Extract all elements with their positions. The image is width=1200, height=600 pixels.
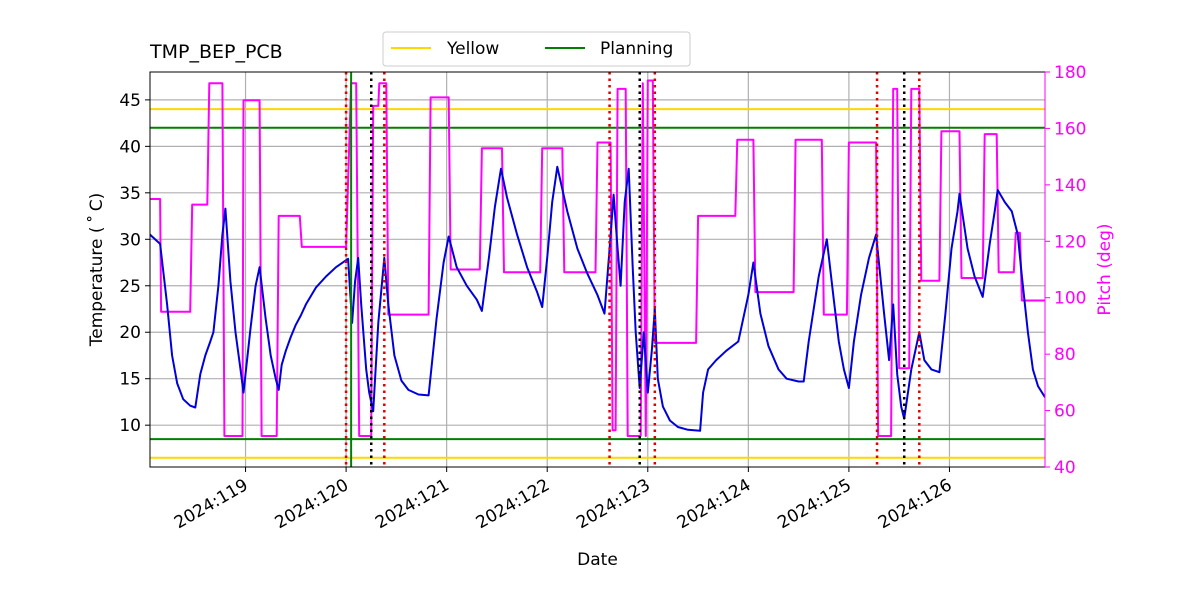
y2-tick-label: 160 <box>1054 119 1086 139</box>
y-tick-label: 30 <box>119 230 141 250</box>
y2-tick-label: 80 <box>1054 345 1076 365</box>
legend-box <box>382 31 691 67</box>
y2-tick-label: 60 <box>1054 402 1076 422</box>
legend-label-yellow: Yellow <box>446 39 499 59</box>
x-axis: 2024:119 2024:120 2024:121 2024:122 2024:123… <box>171 467 956 533</box>
series-line-temperature <box>150 165 1045 432</box>
y-tick-label: 10 <box>119 416 141 436</box>
y-tick-label: 20 <box>119 323 141 343</box>
y-tick-label: 40 <box>119 137 141 157</box>
y2-tick-label: 40 <box>1054 458 1076 478</box>
series-line-pitch <box>150 79 1045 437</box>
x-tick-label: 2024:126 <box>875 475 956 533</box>
chart-title: TMP_BEP_PCB <box>149 41 283 63</box>
y2-axis-label: Pitch (deg) <box>1095 223 1115 315</box>
series <box>150 79 1045 437</box>
x-tick-label: 2024:122 <box>473 475 554 533</box>
y2-tick-label: 100 <box>1054 289 1086 309</box>
legend: Yellow Planning <box>382 31 691 67</box>
event-lines <box>344 72 921 467</box>
x-axis-label: Date <box>577 550 618 570</box>
x-tick-label: 2024:125 <box>774 475 855 533</box>
limit-lines <box>150 108 1045 459</box>
y-axis-label: Temperature ( ˚ C) <box>86 193 107 348</box>
x-tick-label: 2024:123 <box>573 475 654 533</box>
y-axis-left: 10 15 20 25 30 35 40 45 <box>119 91 150 436</box>
y-tick-label: 15 <box>119 370 141 390</box>
y2-tick-label: 140 <box>1054 176 1086 196</box>
legend-label-planning: Planning <box>600 39 673 59</box>
x-tick-label: 2024:120 <box>272 475 353 533</box>
x-tick-label: 2024:124 <box>674 475 755 533</box>
y-axis-right: 40 60 80 100 120 140 160 180 <box>1044 63 1086 478</box>
y-tick-label: 25 <box>119 277 141 297</box>
x-tick-label: 2024:119 <box>171 475 252 533</box>
y-tick-label: 45 <box>119 91 141 111</box>
x-tick-label: 2024:121 <box>372 475 453 533</box>
y2-tick-label: 180 <box>1054 63 1086 83</box>
y-tick-label: 35 <box>119 184 141 204</box>
y2-tick-label: 120 <box>1054 232 1086 252</box>
